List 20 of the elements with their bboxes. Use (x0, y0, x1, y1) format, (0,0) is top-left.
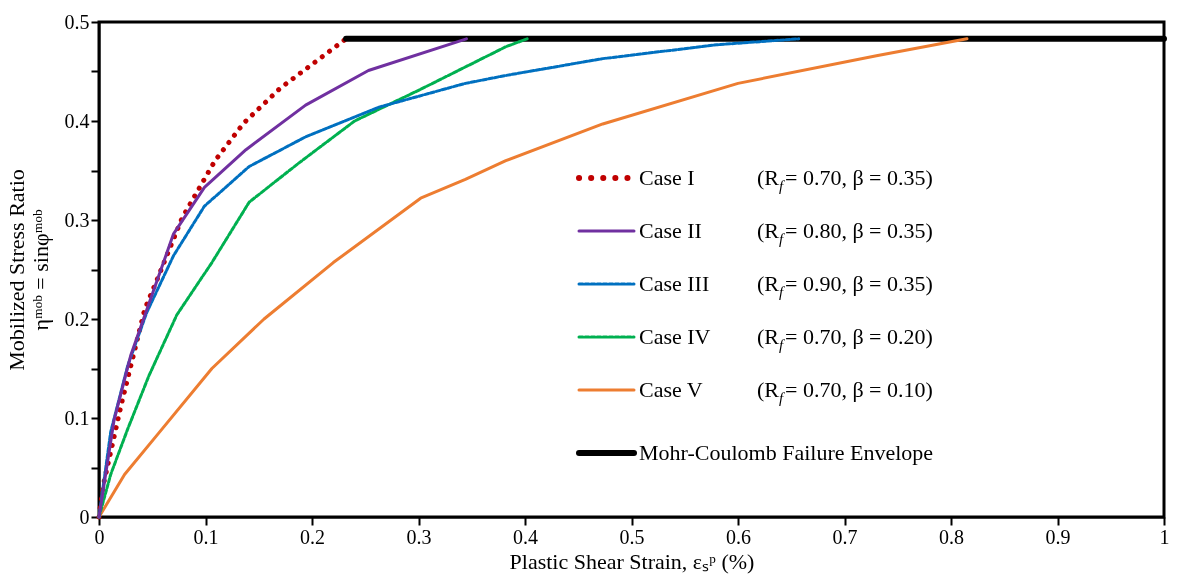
y-tick-label: 0.5 (64, 10, 90, 33)
x-tick-label: 0.8 (939, 525, 964, 548)
x-tick-label: 1 (1159, 525, 1170, 548)
x-tick-label: 0.5 (619, 525, 645, 548)
y-axis-title: Mobilized Stress Ratio ηᵐᵒᵇ = sinφᵐᵒᵇ (3, 169, 53, 371)
x-axis-title: Plastic Shear Strain, εₛᵖ (%) (509, 548, 755, 574)
x-tick-label: 0.1 (193, 525, 219, 548)
x-tick-label: 0.4 (513, 525, 538, 548)
x-tick-label: 0.7 (832, 525, 858, 548)
x-tick-label: 0 (94, 525, 105, 548)
y-tick-label: 0.1 (64, 406, 90, 429)
y-tick-label: 0 (79, 505, 90, 528)
y-tick-label: 0.2 (64, 307, 90, 330)
x-tick-label: 0.3 (406, 525, 432, 548)
x-tick-label: 0.9 (1045, 525, 1071, 548)
legend-label: Mohr-Coulomb Failure Envelope (639, 440, 934, 465)
x-tick-label: 0.6 (726, 525, 751, 548)
x-tick-label: 0.2 (300, 525, 325, 548)
y-tick-label: 0.3 (64, 208, 90, 231)
y-tick-label: 0.4 (64, 109, 90, 132)
